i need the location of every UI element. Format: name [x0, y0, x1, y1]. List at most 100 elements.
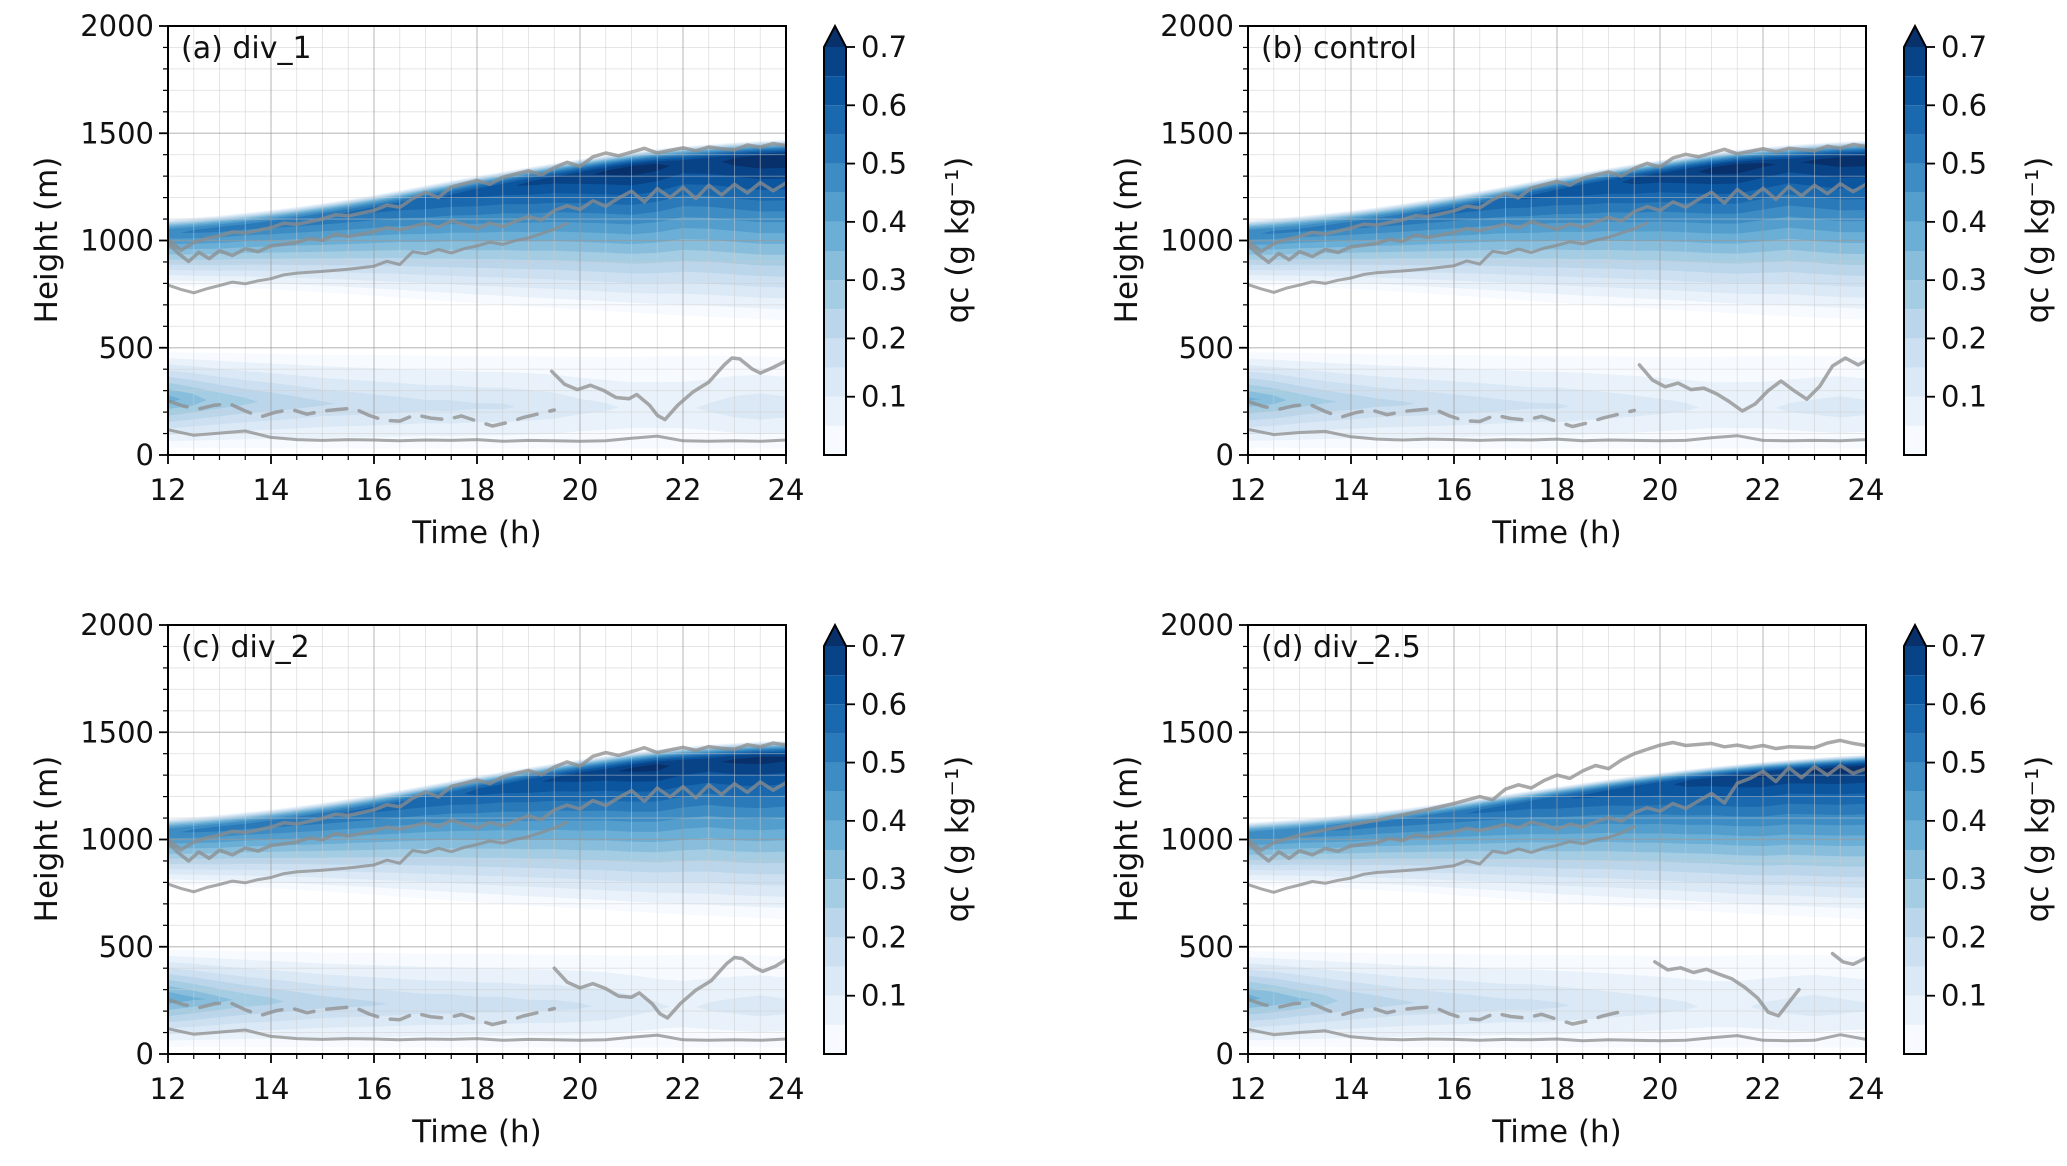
x-tick-label: 18 [459, 473, 496, 507]
colorbar-tick-label: 0.3 [861, 263, 907, 297]
axis-ticks: 12 14 16 18 20 22 24 0 500 1000 1500 2000 [1160, 608, 1884, 1106]
y-tick-label: 0 [136, 438, 154, 472]
colorbar-tick-label: 0.7 [1941, 629, 1987, 663]
panel-b-xaxis-title: Time (h) [1492, 515, 1622, 551]
x-tick-label: 24 [1848, 473, 1885, 507]
colorbar-tick-label: 0.4 [861, 205, 907, 239]
x-tick-label: 24 [768, 473, 805, 507]
colorbar-tick-label: 0.7 [1941, 30, 1987, 64]
colorbar-tick-label: 0.2 [1941, 920, 1987, 954]
panel-a-colorbar-title: qc (g kg⁻¹) [940, 156, 976, 324]
x-tick-label: 12 [150, 1072, 187, 1106]
colorbar-tick-label: 0.7 [861, 629, 907, 663]
colorbar-tick-label: 0.6 [861, 88, 907, 122]
x-tick-label: 20 [562, 473, 599, 507]
colorbar: 0.1 0.2 0.3 0.4 0.5 0.6 0.7 [1903, 622, 1987, 1055]
colorbar-tick-label: 0.4 [861, 804, 907, 838]
colorbar-tick-label: 0.3 [861, 862, 907, 896]
gridlines [1247, 26, 1867, 455]
colorbar-tick-label: 0.7 [861, 30, 907, 64]
x-tick-label: 16 [356, 473, 393, 507]
y-tick-label: 2000 [80, 9, 154, 43]
colorbar-tick-label: 0.5 [1941, 746, 1987, 780]
colorbar-tick-label: 0.2 [861, 321, 907, 355]
x-tick-label: 12 [1230, 473, 1267, 507]
x-tick-label: 16 [1436, 473, 1473, 507]
y-tick-label: 500 [1179, 930, 1234, 964]
panel-b-colorbar-title: qc (g kg⁻¹) [2020, 156, 2056, 324]
colorbar-extend-arrow [1904, 26, 1926, 47]
x-tick-label: 20 [1642, 473, 1679, 507]
panel-c-xaxis-title: Time (h) [412, 1114, 542, 1150]
y-tick-label: 0 [1216, 1037, 1234, 1071]
colorbar-tick-label: 0.5 [861, 746, 907, 780]
panel-d-yaxis-title: Height (m) [1109, 755, 1145, 923]
axis-ticks: 12 14 16 18 20 22 24 0 500 1000 1500 2000 [80, 9, 804, 507]
panel-b-label: (b) control [1261, 31, 1417, 66]
colorbar-tick-label: 0.4 [1941, 804, 1987, 838]
panel-c-colorbar-title: qc (g kg⁻¹) [940, 755, 976, 923]
y-tick-label: 0 [1216, 438, 1234, 472]
x-tick-label: 18 [1539, 1072, 1576, 1106]
colorbar-extend-arrow [1904, 625, 1926, 646]
colorbar-extend-arrow [824, 26, 846, 47]
y-tick-label: 2000 [1160, 9, 1234, 43]
x-tick-label: 24 [1848, 1072, 1885, 1106]
gridlines [167, 625, 787, 1054]
axis-ticks: 12 14 16 18 20 22 24 0 500 1000 1500 2000 [80, 608, 804, 1106]
y-tick-label: 2000 [80, 608, 154, 642]
overlay-contour-lines [1248, 142, 1866, 443]
gridlines [1247, 625, 1867, 1054]
panel-b-yaxis-title: Height (m) [1109, 156, 1145, 324]
colorbar-tick-label: 0.2 [1941, 321, 1987, 355]
colorbar: 0.1 0.2 0.3 0.4 0.5 0.6 0.7 [823, 23, 907, 456]
x-tick-label: 14 [253, 473, 290, 507]
x-tick-label: 22 [1745, 1072, 1782, 1106]
y-tick-label: 500 [99, 930, 154, 964]
panel-d-plot: 12 14 16 18 20 22 2405001000150020000.10.20.30… [1160, 608, 1987, 1106]
y-tick-label: 1500 [80, 715, 154, 749]
x-tick-label: 16 [356, 1072, 393, 1106]
colorbar-tick-label: 0.5 [1941, 147, 1987, 181]
x-tick-label: 22 [1745, 473, 1782, 507]
panel-a-yaxis-title: Height (m) [29, 156, 65, 324]
y-tick-label: 2000 [1160, 608, 1234, 642]
x-tick-label: 18 [459, 1072, 496, 1106]
x-tick-label: 14 [1333, 1072, 1370, 1106]
colorbar-tick-label: 0.5 [861, 147, 907, 181]
y-tick-label: 1500 [1160, 116, 1234, 150]
y-tick-label: 500 [99, 331, 154, 365]
panel-a-xaxis-title: Time (h) [412, 515, 542, 551]
colorbar-tick-label: 0.2 [861, 920, 907, 954]
colorbar-tick-label: 0.1 [861, 979, 907, 1013]
x-tick-label: 20 [1642, 1072, 1679, 1106]
y-tick-label: 0 [136, 1037, 154, 1071]
colorbar-tick-label: 0.6 [861, 687, 907, 721]
colorbar-extend-arrow [824, 625, 846, 646]
y-tick-label: 1500 [1160, 715, 1234, 749]
y-tick-label: 500 [1179, 331, 1234, 365]
x-tick-label: 20 [562, 1072, 599, 1106]
panel-c-yaxis-title: Height (m) [29, 755, 65, 923]
colorbar-tick-label: 0.1 [1941, 979, 1987, 1013]
panel-b-plot: 12 14 16 18 20 22 2405001000150020000.10.20.30… [1160, 9, 1987, 507]
axis-ticks: 12 14 16 18 20 22 24 0 500 1000 1500 2000 [1160, 9, 1884, 507]
y-tick-label: 1000 [80, 224, 154, 258]
panel-a-label: (a) div_1 [181, 31, 312, 66]
x-tick-label: 14 [253, 1072, 290, 1106]
x-tick-label: 24 [768, 1072, 805, 1106]
colorbar-tick-label: 0.1 [861, 380, 907, 414]
x-tick-label: 12 [150, 473, 187, 507]
y-tick-label: 1500 [80, 116, 154, 150]
panel-c-plot: 12 14 16 18 20 22 2405001000150020000.10.20.30… [80, 608, 907, 1106]
overlay-contour-lines [168, 741, 786, 1042]
x-tick-label: 22 [665, 473, 702, 507]
colorbar-tick-label: 0.3 [1941, 862, 1987, 896]
colorbar: 0.1 0.2 0.3 0.4 0.5 0.6 0.7 [1903, 23, 1987, 456]
x-tick-label: 14 [1333, 473, 1370, 507]
panel-a-plot: 12 14 16 18 20 22 2405001000150020000.10.20.30… [80, 9, 907, 507]
x-tick-label: 16 [1436, 1072, 1473, 1106]
colorbar-tick-label: 0.6 [1941, 687, 1987, 721]
